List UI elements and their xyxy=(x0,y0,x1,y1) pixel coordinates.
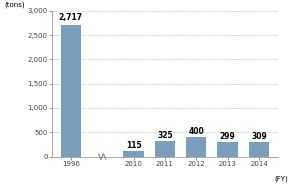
Text: 400: 400 xyxy=(188,127,204,136)
Bar xyxy=(155,141,175,157)
Text: (FY): (FY) xyxy=(274,175,288,182)
Y-axis label: (tons): (tons) xyxy=(4,2,25,8)
Text: 115: 115 xyxy=(126,141,141,150)
Bar xyxy=(218,142,238,157)
Text: 299: 299 xyxy=(220,132,235,141)
Bar xyxy=(123,151,144,157)
Text: 325: 325 xyxy=(157,131,173,140)
Bar xyxy=(186,137,206,157)
Text: 309: 309 xyxy=(251,131,267,141)
Bar xyxy=(249,142,269,157)
Bar xyxy=(60,25,81,157)
Text: 2,717: 2,717 xyxy=(59,13,83,22)
